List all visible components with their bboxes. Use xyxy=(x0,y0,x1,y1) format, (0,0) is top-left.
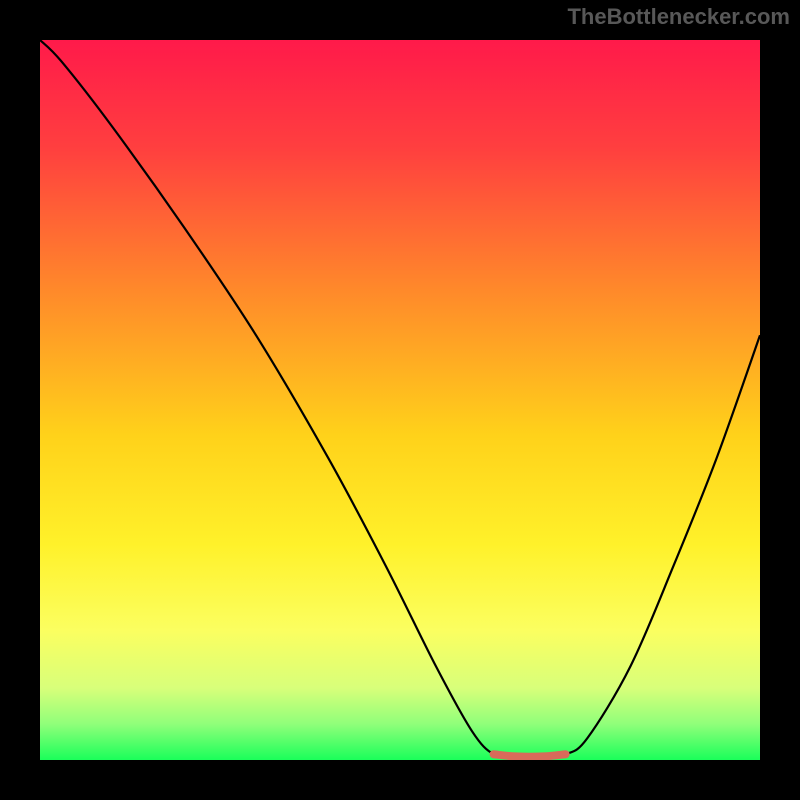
chart-background xyxy=(40,40,760,760)
chart-svg xyxy=(0,0,800,800)
watermark-text: TheBottlenecker.com xyxy=(567,4,790,30)
valley-marker xyxy=(494,754,566,756)
chart-container: TheBottlenecker.com xyxy=(0,0,800,800)
